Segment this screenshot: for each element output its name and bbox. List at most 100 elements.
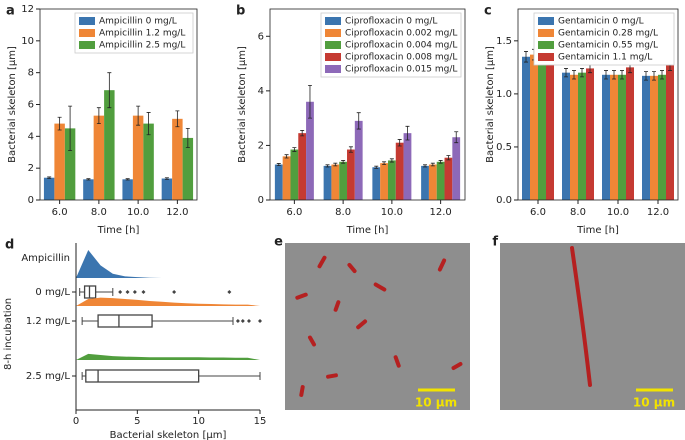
bar (182, 137, 194, 200)
y-tick-label: 0.0 (496, 195, 512, 206)
y-tick-label: 1.5 (496, 36, 512, 47)
error-bar (644, 71, 648, 81)
cell (570, 246, 592, 387)
legend-swatch (325, 41, 341, 49)
bar (339, 161, 348, 200)
y-tick-label: 1.2 mg/L (26, 316, 71, 327)
legend-label: Ciprofloxacin 0.008 mg/L (345, 53, 457, 63)
error-bar (333, 162, 338, 167)
error-bar (564, 68, 568, 78)
box (97, 314, 153, 328)
error-bar (423, 164, 428, 168)
x-tick-label: 8.0 (570, 207, 586, 218)
x-axis-label: Bacterial skeleton [μm] (110, 430, 227, 440)
bar (546, 37, 554, 201)
microscopy-e: 10 μm e (274, 235, 470, 410)
panel-label: a (6, 4, 15, 19)
bar (642, 75, 650, 200)
x-tick-label: 8.0 (335, 207, 351, 218)
scale-bar-label: 10 μm (633, 396, 675, 410)
legend-swatch (538, 29, 554, 37)
error-bar (136, 105, 141, 126)
legend-label: Ciprofloxacin 0 mg/L (345, 17, 437, 27)
x-tick-label: 6.0 (286, 207, 302, 218)
error-bar (47, 176, 52, 179)
bar (650, 75, 658, 200)
bar (444, 157, 453, 200)
bar (586, 68, 594, 200)
x-tick-label: 15 (254, 416, 267, 427)
outlier (125, 290, 130, 294)
density (76, 353, 260, 360)
bar (618, 74, 626, 200)
bar (372, 167, 381, 200)
legend-swatch (538, 17, 554, 25)
x-tick-label: 10 (192, 416, 205, 427)
bar (354, 120, 363, 200)
outlier (141, 290, 146, 294)
bar (274, 164, 283, 200)
box (85, 369, 200, 383)
x-tick-label: 6.0 (530, 207, 546, 218)
scale-bar-label: 10 μm (415, 396, 457, 410)
y-tick-label: 10 (21, 36, 34, 47)
bar (428, 164, 437, 200)
x-axis-label: Time [h] (97, 225, 140, 236)
y-tick-label: 0 (258, 195, 264, 206)
error-bar (125, 178, 130, 181)
legend-label: Gentamicin 0.55 mg/L (558, 41, 658, 51)
bar (64, 128, 76, 200)
legend-label: Ciprofloxacin 0.004 mg/L (345, 41, 457, 51)
bar (570, 74, 578, 200)
x-tick-label: 5 (134, 416, 140, 427)
cells (295, 255, 463, 397)
legend-swatch (79, 29, 95, 37)
x-tick-label: 0 (73, 416, 79, 427)
y-tick-label: 4 (258, 86, 264, 97)
outlier (258, 319, 262, 323)
error-bar (660, 70, 664, 80)
bar (54, 123, 65, 200)
legend-swatch (79, 41, 95, 49)
error-bar (175, 110, 180, 128)
outlier (235, 319, 240, 323)
y-tick-label: 4 (28, 131, 34, 142)
x-tick-label: 6.0 (52, 207, 68, 218)
density (76, 297, 260, 306)
error-bar (612, 70, 616, 80)
plot-frame (39, 8, 198, 201)
legend-label: Ciprofloxacin 0.002 mg/L (345, 29, 457, 39)
panel-label: e (274, 235, 283, 250)
error-bar (107, 72, 112, 109)
error-bar (284, 154, 289, 159)
error-bar (348, 146, 353, 153)
error-bar (276, 163, 281, 167)
bar (104, 90, 115, 200)
outlier (132, 290, 137, 294)
error-bar (57, 116, 62, 131)
y-tick-label: 0 mg/L (35, 287, 70, 298)
legend-label: Gentamicin 0 mg/L (558, 17, 644, 27)
error-bar (96, 107, 101, 124)
bar (626, 67, 634, 200)
density (76, 250, 260, 278)
y-tick-label: 8 (28, 68, 34, 79)
error-bar (620, 70, 624, 80)
error-bar (374, 165, 379, 169)
x-tick-label: 12.0 (429, 207, 451, 218)
error-bar (430, 162, 435, 167)
error-bar (341, 160, 346, 164)
y-tick-label: 0.5 (496, 142, 512, 153)
panel-label: b (236, 4, 245, 19)
bar (403, 133, 412, 200)
error-bar (454, 131, 459, 144)
error-bar (300, 130, 305, 137)
y-tick-label: 12 (21, 4, 34, 15)
plot-frame (269, 8, 466, 201)
y-tick-label: 6 (28, 100, 34, 111)
y-tick-label: 2 (28, 163, 34, 174)
bar (530, 54, 538, 200)
bar (290, 149, 299, 200)
panel-label: c (484, 4, 492, 19)
